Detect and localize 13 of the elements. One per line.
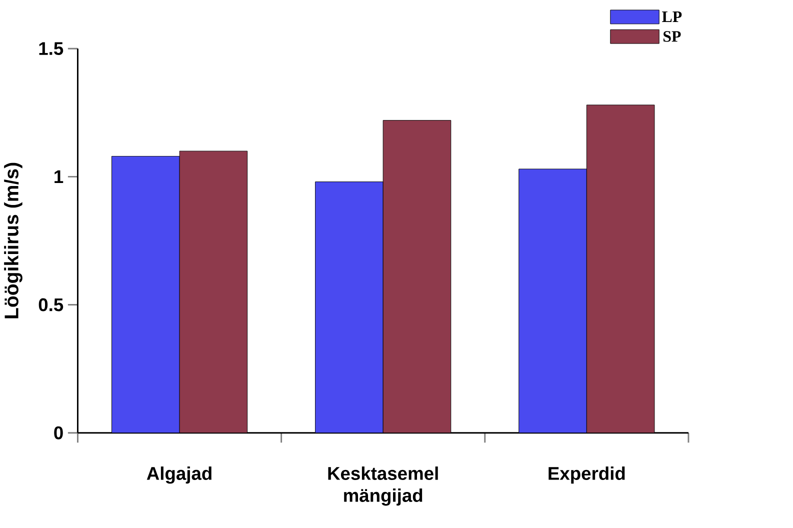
bar — [315, 181, 384, 433]
legend-label: SP — [664, 31, 681, 42]
x-tick-label: Experdid — [548, 466, 625, 484]
bar — [111, 156, 180, 433]
y-tick-label: 0 — [54, 426, 63, 440]
y-tick-label: 1 — [54, 170, 64, 183]
y-axis-title: Löögikiirus (m/s) — [4, 162, 22, 318]
x-tick-label: Algajad — [146, 466, 212, 484]
y-tick-label: 0.5 — [38, 298, 64, 312]
bar — [518, 168, 587, 433]
y-tick-label: 1.5 — [39, 42, 64, 55]
x-tick-label: Kesktasemel mängijad — [328, 466, 438, 506]
legend-label: LP — [662, 11, 682, 22]
